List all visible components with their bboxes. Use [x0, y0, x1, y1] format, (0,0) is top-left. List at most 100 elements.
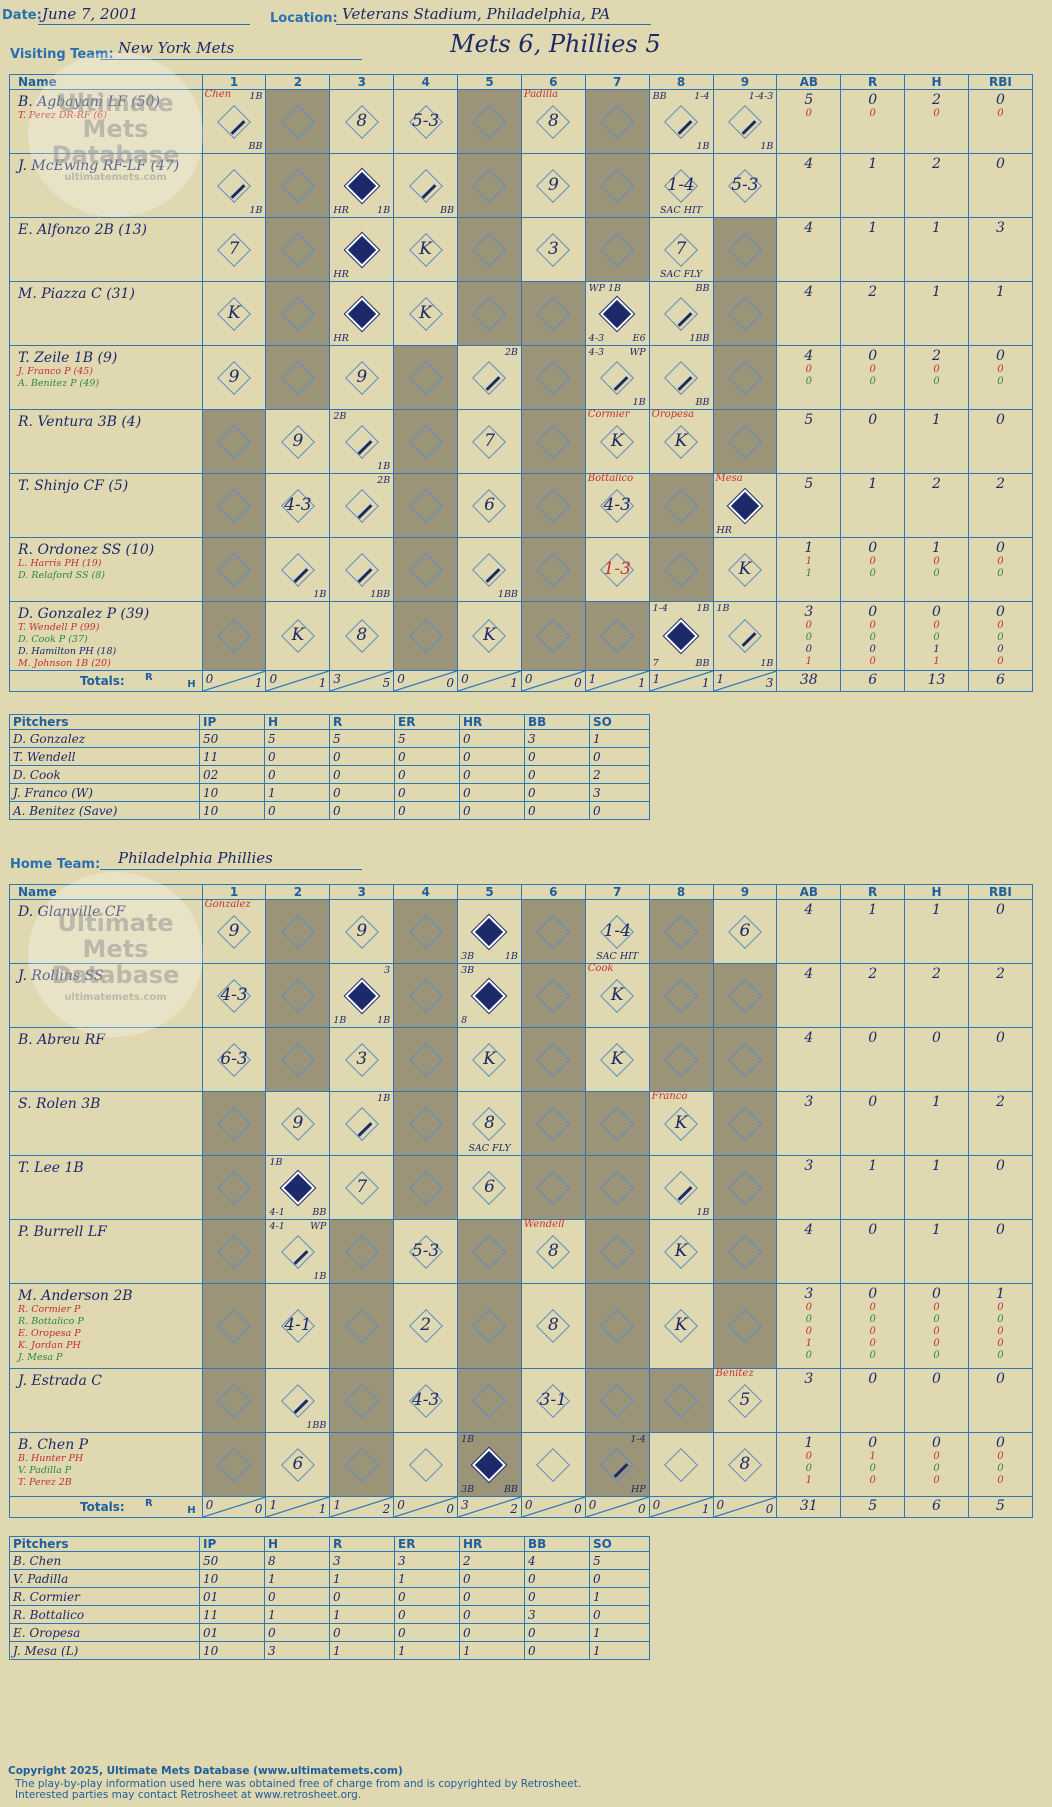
sub-stat-value: 0 [933, 632, 940, 643]
play-result: 4-3 [284, 494, 312, 515]
pitcher-row: D. Gonzalez 50 5 5 5 0 3 1 [9, 729, 650, 748]
play-result: K [419, 238, 432, 259]
base-diamond [536, 296, 571, 331]
inning-cell [201, 1091, 267, 1156]
totals-label: Totals: [80, 1500, 125, 1514]
total-value: 6 [868, 672, 878, 688]
inning-cell [201, 1155, 267, 1220]
pitcher-stat: 0 [264, 801, 330, 820]
sub-stat-value: 0 [805, 644, 812, 655]
pitcher-row: J. Franco (W) 10 1 0 0 0 0 3 [9, 783, 650, 802]
play-result: 8 [547, 1315, 559, 1335]
inning-cell [393, 1432, 459, 1497]
pitcher-stat: 0 [589, 801, 650, 820]
stat-value: 0 [868, 412, 878, 428]
inning-runs: 0 [397, 1498, 405, 1512]
stat-h: 1 [904, 1091, 969, 1156]
batter-name-cell: J. McEwing RF-LF (47) [9, 153, 203, 218]
base-diamond [664, 488, 699, 523]
stat-r: 0 [840, 1219, 906, 1284]
play-result: K [227, 302, 241, 323]
stat-value: 3 [804, 604, 814, 620]
inning-cell: 9 [265, 1091, 331, 1156]
pitcher-row: T. Wendell 11 0 0 0 0 0 0 [9, 747, 650, 766]
stat-value: 2 [932, 476, 941, 492]
batter-name-cell: D. Glanville CF [9, 899, 203, 964]
stat-h: 2 [904, 473, 969, 538]
sub-stat-value: 0 [933, 556, 940, 567]
base-diamond [217, 1106, 252, 1141]
column-header-9: 9 [712, 74, 778, 90]
stat-value: 0 [868, 1094, 878, 1110]
sub-stat-value: 1 [869, 1451, 876, 1462]
inning-cell: 2B 1B [329, 409, 395, 474]
substitute-name: V. Padilla P [18, 1465, 72, 1476]
inning-cell: 6 [457, 1155, 522, 1220]
play-result: K [674, 1240, 688, 1261]
pitcher-stat: 3 [329, 1551, 395, 1570]
stat-r: 0 [840, 409, 906, 474]
inning-cell: 1B [201, 153, 267, 218]
batter-name: D. Gonzalez P (39) [18, 606, 150, 622]
play-result: K [610, 430, 624, 451]
location-label: Location: [270, 11, 338, 26]
visiting-team-name: New York Mets [118, 39, 235, 57]
inning-cell: K [393, 217, 459, 282]
inning-cell [584, 1091, 650, 1156]
stat-r: 1 [840, 1155, 906, 1220]
base-diamond [727, 619, 762, 653]
sub-stat-value: 0 [869, 1475, 876, 1486]
play-result: 8 [484, 1112, 495, 1133]
pitching-header: R [329, 1536, 395, 1552]
pitcher-name: D. Gonzalez [9, 729, 200, 748]
inning-cell [393, 899, 459, 964]
base-diamond [472, 360, 507, 395]
play-result: K [610, 984, 624, 1005]
base-diamond [536, 914, 571, 949]
play-result: 9 [547, 174, 559, 195]
stat-value: 1 [868, 156, 878, 172]
batter-name-cell: B. Abreu RF [9, 1027, 203, 1092]
inning-cell [520, 1027, 586, 1092]
base-diamond [664, 978, 699, 1013]
pitcher-stat: 01 [199, 1587, 265, 1606]
play-annotation: 1B [249, 205, 263, 216]
stat-value: 1 [932, 1158, 941, 1174]
totals-row: Totals: R H 0 0 1 1 1 2 0 0 3 2 0 0 0 0 0 1 0 0 31 5 6 5 [9, 1496, 1034, 1518]
base-diamond [664, 1383, 699, 1418]
inning-cell [393, 1027, 459, 1092]
play-result: 9 [228, 920, 240, 941]
pitcher-name: B. Chen [9, 1551, 200, 1570]
inning-cell: 9 Gonzalez [201, 899, 267, 964]
play-result: 3-1 [539, 1389, 568, 1410]
inning-cell: 8 Wendell [520, 1219, 586, 1284]
inning-cell: 9 [265, 409, 331, 474]
play-result: K [674, 1315, 688, 1335]
base-diamond [408, 1170, 443, 1205]
inning-cell [520, 899, 586, 964]
base-diamond [344, 1447, 379, 1482]
play-annotation: 4-1 [269, 1221, 285, 1232]
sub-stat-value: 0 [869, 1463, 876, 1474]
inning-cell [584, 89, 650, 154]
visitors-pitching-table: Pitchers IP H R ER HR BB SO D. Gonzalez 50 5 5 5 0 3 1 T… [9, 714, 650, 820]
play-annotation: SAC FLY [659, 269, 703, 280]
sub-stat-value: 1 [805, 568, 812, 579]
pitching-header: R [329, 714, 395, 730]
base-diamond [664, 1042, 699, 1077]
pitcher-change-note: Chen [204, 89, 232, 100]
pitcher-stat: 1 [264, 783, 330, 802]
stat-value: 2 [932, 92, 941, 108]
inning-cell: K Franco [648, 1091, 714, 1156]
pitcher-stat: 0 [264, 1623, 330, 1642]
inning-runs: 1 [588, 672, 597, 686]
inning-hits: 0 [254, 1502, 263, 1516]
stat-value: 2 [868, 284, 878, 300]
inning-runs: 0 [652, 1498, 661, 1512]
inning-cell: 5-3 [712, 153, 778, 218]
